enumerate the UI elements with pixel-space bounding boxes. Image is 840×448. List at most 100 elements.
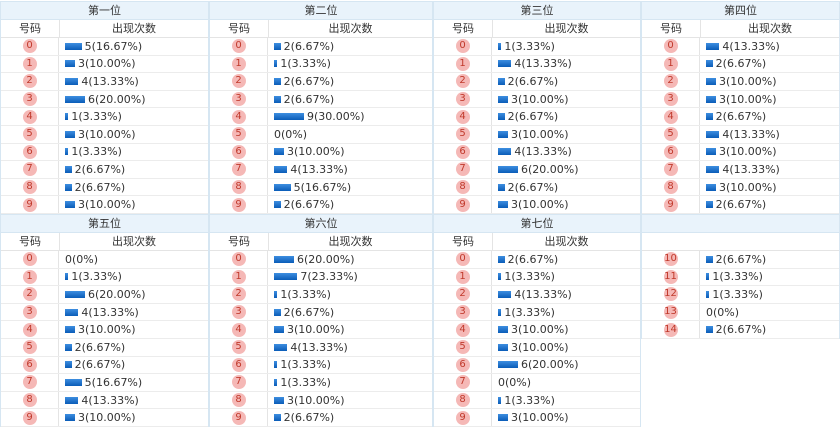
- frequency-bar: [274, 361, 278, 369]
- number-ball: 2: [455, 287, 470, 302]
- number-cell: 5: [210, 125, 268, 143]
- number-ball: 5: [22, 340, 37, 355]
- number-cell: 13: [642, 303, 700, 321]
- number-ball: 12: [663, 287, 678, 302]
- table-row: 0 1(3.33%): [434, 38, 640, 56]
- number-ball: 9: [22, 197, 37, 212]
- frequency-bar: [498, 361, 518, 369]
- table-row: 7 1(3.33%): [210, 374, 432, 392]
- number-ball: 3: [455, 92, 470, 107]
- table-row: 2 4(13.33%): [1, 73, 208, 91]
- table-row: 6 3(10.00%): [210, 143, 432, 162]
- frequency-bar: [65, 308, 79, 316]
- count-value: 6(20.00%): [88, 287, 146, 301]
- count-cell: 3(10.00%): [492, 196, 640, 213]
- number-ball: 9: [231, 197, 246, 212]
- frequency-bar: [65, 273, 69, 281]
- table-row: 9 2(6.67%): [210, 196, 432, 214]
- count-value: 3(10.00%): [511, 411, 569, 425]
- count-value: 2(6.67%): [715, 198, 767, 212]
- table-row: 1 1(3.33%): [210, 55, 432, 74]
- table-row: 11 1(3.33%): [642, 268, 839, 287]
- count-cell: 4(13.33%): [492, 286, 640, 303]
- count-cell: 3(10.00%): [700, 73, 839, 90]
- frequency-bar: [65, 77, 79, 85]
- count-cell: 2(6.67%): [700, 321, 839, 338]
- number-ball: 2: [22, 287, 37, 302]
- number-cell: 2: [434, 286, 492, 303]
- frequency-bar: [274, 60, 278, 68]
- count-cell: 1(3.33%): [268, 286, 432, 303]
- count-cell: 2(6.67%): [492, 73, 640, 90]
- table-row: 8 4(13.33%): [1, 391, 208, 410]
- number-cell: 7: [210, 161, 268, 178]
- number-ball: 8: [231, 393, 246, 408]
- count-cell: 9(30.00%): [268, 108, 432, 125]
- count-value: 3(10.00%): [511, 92, 569, 106]
- number-cell: 6: [1, 356, 59, 374]
- number-ball: 11: [663, 269, 678, 284]
- count-value: 2(6.67%): [283, 92, 335, 106]
- number-ball: 7: [663, 162, 678, 177]
- count-cell: 2(6.67%): [59, 179, 208, 196]
- number-cell: 9: [210, 409, 268, 426]
- number-column-header: 号码: [210, 20, 269, 37]
- panel-title: 第四位: [642, 1, 839, 20]
- count-value: 2(6.67%): [507, 180, 559, 194]
- count-cell: 6(20.00%): [59, 91, 208, 108]
- number-column-header: 号码: [210, 233, 269, 250]
- count-value: 0(0%): [706, 305, 740, 319]
- frequency-bar: [65, 378, 82, 386]
- count-value: 4(13.33%): [81, 74, 139, 88]
- frequency-bar: [498, 308, 502, 316]
- number-ball: 6: [231, 357, 246, 372]
- count-value: 2(6.67%): [715, 323, 767, 337]
- panel-title: [642, 214, 839, 233]
- count-value: 5(16.67%): [84, 375, 143, 389]
- count-value: 6(20.00%): [88, 92, 146, 106]
- count-value: 2(6.67%): [283, 198, 335, 212]
- count-value: 1(3.33%): [504, 270, 555, 284]
- table-row: 1 3(10.00%): [1, 55, 208, 74]
- panel-header-row: 号码 出现次数: [1, 20, 208, 38]
- frequency-bar: [274, 378, 278, 386]
- number-column-header: 号码: [434, 233, 493, 250]
- table-row: 7 6(20.00%): [434, 161, 640, 179]
- table-row: 5 3(10.00%): [1, 125, 208, 144]
- number-column-header: 号码: [1, 233, 60, 250]
- number-ball: 0: [22, 252, 37, 267]
- frequency-bar: [65, 201, 75, 209]
- number-ball: 1: [231, 56, 246, 71]
- table-row: 8 2(6.67%): [434, 178, 640, 197]
- number-ball: 2: [231, 74, 246, 89]
- count-cell: 0(0%): [268, 126, 432, 143]
- count-value: 2(6.67%): [283, 39, 335, 53]
- count-value: 2(6.67%): [715, 57, 767, 71]
- count-cell: 3(10.00%): [492, 409, 640, 426]
- count-value: 3(10.00%): [78, 127, 136, 141]
- table-row: 7 5(16.67%): [1, 374, 208, 392]
- count-cell: 2(6.67%): [268, 38, 432, 55]
- table-row: 4 9(30.00%): [210, 108, 432, 126]
- table-row: 9 2(6.67%): [210, 409, 432, 427]
- count-value: 3(10.00%): [78, 323, 136, 337]
- count-column-header: 出现次数: [328, 235, 373, 248]
- table-row: 3 2(6.67%): [210, 90, 432, 109]
- number-ball: 1: [231, 269, 246, 284]
- count-column-header: 出现次数: [112, 235, 156, 248]
- number-cell: 3: [1, 90, 59, 108]
- count-cell: 3(10.00%): [268, 321, 432, 338]
- table-row: 4 1(3.33%): [1, 108, 208, 126]
- count-cell: 0(0%): [492, 374, 640, 391]
- table-row: 2 2(6.67%): [434, 73, 640, 91]
- table-row: 3 1(3.33%): [434, 303, 640, 322]
- count-cell: 4(13.33%): [268, 339, 432, 356]
- number-ball: 9: [455, 197, 470, 212]
- table-row: 14 2(6.67%): [642, 321, 839, 339]
- count-cell: 1(3.33%): [268, 56, 432, 73]
- count-cell: 2(6.67%): [700, 251, 839, 268]
- frequency-bar: [498, 42, 502, 50]
- frequency-bar: [274, 77, 281, 85]
- table-row: 4 2(6.67%): [642, 108, 839, 126]
- count-value: 4(13.33%): [514, 145, 572, 159]
